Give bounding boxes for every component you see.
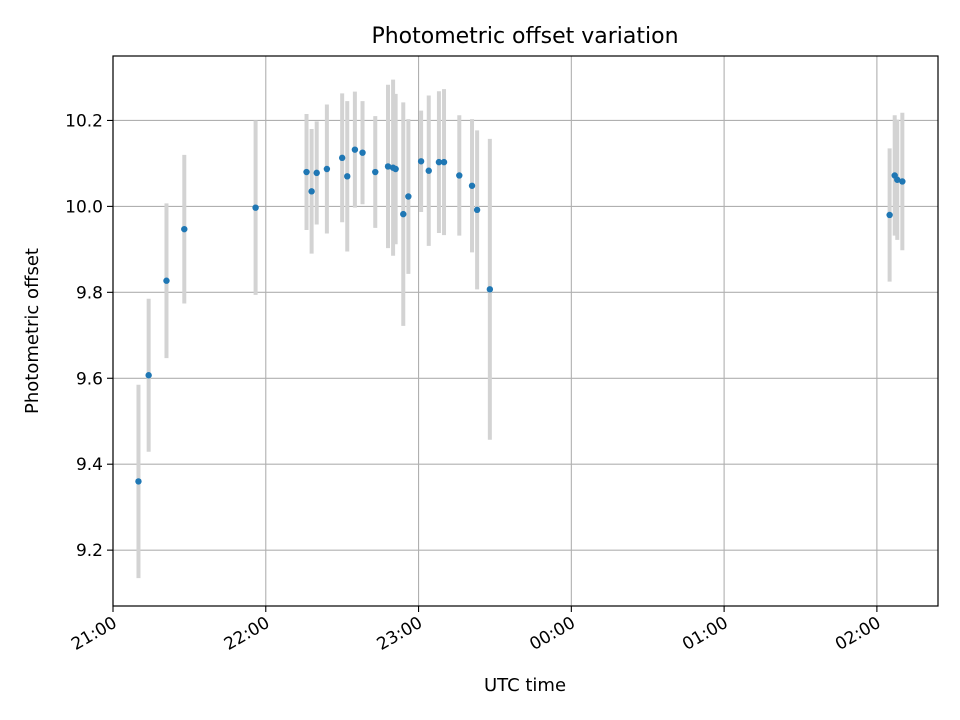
data-point (351, 146, 359, 153)
data-point (886, 211, 893, 219)
data-point (486, 286, 494, 293)
data-points (135, 146, 906, 485)
data-point (456, 172, 463, 179)
x-axis-title: UTC time (484, 675, 566, 696)
data-point (344, 173, 351, 180)
data-point (303, 168, 310, 176)
y-tick-label: 9.4 (76, 455, 103, 475)
data-point (468, 182, 476, 189)
data-point (440, 158, 448, 166)
data-point (252, 204, 259, 211)
data-point (372, 168, 379, 176)
data-point (392, 165, 399, 173)
data-point (181, 225, 188, 233)
data-point (359, 149, 366, 156)
data-point (405, 193, 412, 200)
y-axis-title: Photometric offset (22, 248, 43, 414)
data-point (323, 165, 331, 173)
y-tick-label: 9.2 (76, 541, 103, 561)
plot-frame (112, 55, 939, 607)
data-point (145, 372, 152, 379)
data-point (313, 169, 320, 177)
y-tick-label: 9.8 (76, 283, 103, 303)
data-point (338, 154, 346, 162)
data-point (163, 277, 170, 284)
data-point (135, 478, 142, 485)
grid (112, 56, 938, 606)
y-tick-label: 10.2 (65, 111, 103, 131)
data-point (308, 188, 315, 195)
y-tick-label: 9.6 (76, 369, 103, 389)
data-point (417, 158, 425, 165)
data-point (384, 163, 392, 170)
y-tick-label: 10.0 (65, 197, 103, 217)
data-point (894, 176, 901, 183)
data-point (435, 158, 443, 166)
data-point (400, 210, 407, 218)
data-point (473, 206, 481, 214)
data-point (899, 178, 906, 185)
chart-title: Photometric offset variation (371, 24, 678, 49)
plot-area (113, 56, 938, 606)
data-point (425, 167, 432, 174)
